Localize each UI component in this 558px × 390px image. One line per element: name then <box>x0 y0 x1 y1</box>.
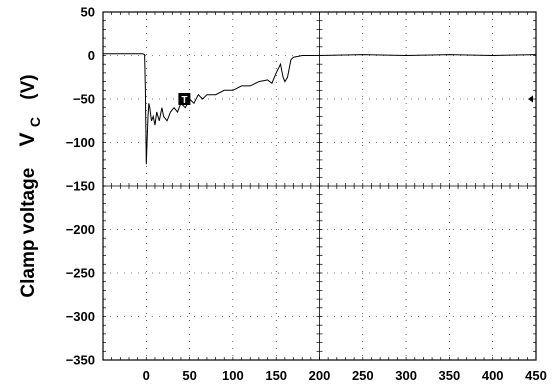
series-line-clamp-voltage <box>103 53 537 165</box>
y-axis-symbol: V <box>16 132 39 146</box>
y-axis-subscript: C <box>27 117 43 127</box>
trigger-marker-label: T <box>181 95 187 106</box>
x-tick-label: 100 <box>222 368 244 383</box>
y-tick-label: −200 <box>66 222 95 237</box>
y-tick-label: −250 <box>66 266 95 281</box>
x-tick-label: 150 <box>265 368 287 383</box>
trigger-marker: T <box>178 93 191 106</box>
y-tick-label: 50 <box>81 5 95 20</box>
y-tick-label: −300 <box>66 309 95 324</box>
y-tick-label: −150 <box>66 179 95 194</box>
x-tick-label: 200 <box>309 368 331 383</box>
trigger-marker-box <box>178 93 191 105</box>
x-tick-label: 350 <box>439 368 461 383</box>
y-tick-label: −350 <box>66 353 95 368</box>
x-tick-label: 0 <box>143 368 150 383</box>
x-tick-label: 300 <box>395 368 417 383</box>
y-axis-label: Clamp voltage V C (V) <box>16 74 45 297</box>
y-tick-label: 0 <box>88 48 95 63</box>
center-axes <box>103 12 536 360</box>
y-tick-label: −100 <box>66 135 95 150</box>
y-tick-label: −50 <box>73 92 95 107</box>
tick-labels: 0 50 100 150 200 250 300 350 400 450500−50−100−15… <box>66 5 547 384</box>
y-axis-label-text: Clamp voltage <box>18 168 39 298</box>
trigger-level-arrow <box>528 95 533 103</box>
x-tick-label: 250 <box>352 368 374 383</box>
y-axis-unit: (V) <box>18 74 39 99</box>
x-tick-label: 450 <box>525 368 547 383</box>
x-tick-label: 50 <box>182 368 196 383</box>
x-tick-label: 400 <box>482 368 504 383</box>
